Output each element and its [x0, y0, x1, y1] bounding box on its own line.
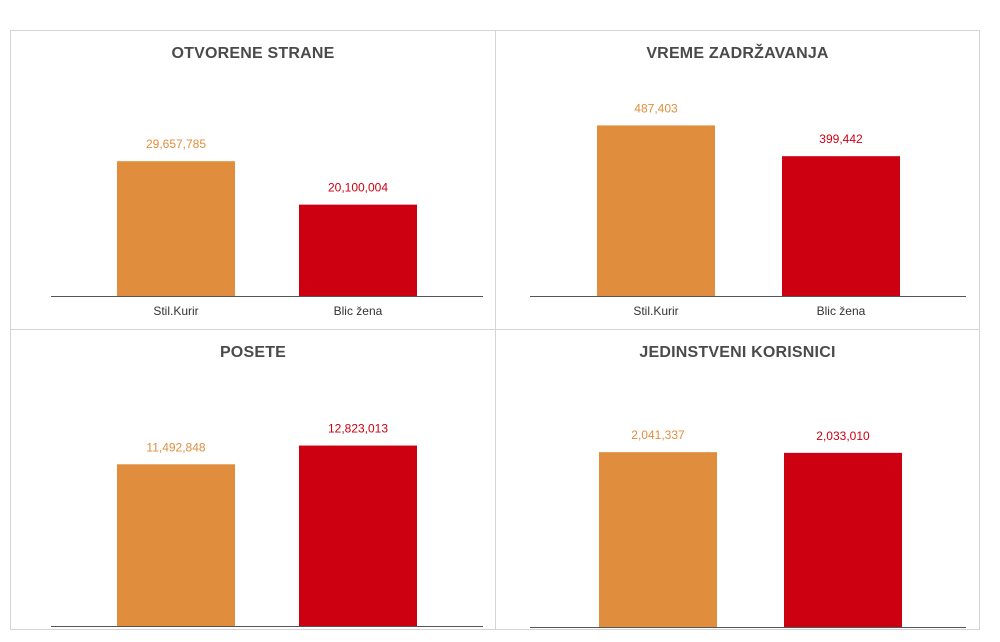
bar-stil-kurir: [599, 452, 717, 627]
chart-panel-jedinstveni-korisnici: JEDINSTVENI KORISNICI 2,041,337Stil.Kuri…: [495, 329, 980, 630]
bar-stil-kurir: [117, 161, 235, 296]
chart-grid: OTVORENE STRANE 29,657,785 Stil.Kurir 20,1…: [10, 30, 980, 630]
data-label: 2,041,337: [631, 428, 685, 442]
x-tick-label: Stil.Kurir: [153, 304, 198, 318]
chart-panel-otvorene-strane: OTVORENE STRANE 29,657,785 Stil.Kurir 20,1…: [10, 30, 496, 330]
bar-chart-svg: 11,492,848Stil.Kurir12,823,013Blic žena: [51, 422, 483, 627]
bar-stil-kurir: [597, 125, 715, 296]
chart-panel-posete: POSETE 11,492,848Stil.Kurir12,823,013Bli…: [10, 329, 496, 630]
bar-stil-kurir: [117, 464, 235, 626]
data-label: 20,100,004: [328, 181, 388, 195]
bar-blic-zena: [299, 445, 417, 626]
data-label: 399,442: [819, 132, 863, 146]
bar-blic-zena: [299, 204, 417, 296]
data-label: 487,403: [634, 101, 678, 115]
x-tick-label: Blic žena: [334, 304, 383, 318]
chart-panel-vreme-zadrzavanja: VREME ZADRŽAVANJA 487,403 Stil.Kurir 399,4…: [495, 30, 980, 330]
data-label: 29,657,785: [146, 137, 206, 151]
bar-blic-zena: [784, 452, 902, 627]
data-label: 2,033,010: [816, 429, 870, 443]
chart-title: POSETE: [219, 344, 287, 361]
chart-title: OTVORENE STRANE: [171, 45, 335, 62]
data-label: 12,823,013: [328, 422, 388, 436]
chart-title: JEDINSTVENI KORISNICI: [639, 344, 836, 361]
bar-blic-zena: [782, 156, 900, 296]
x-tick-label: Blic žena: [817, 304, 866, 318]
bar-chart-svg: 487,403 Stil.Kurir 399,442 Blic žena: [530, 101, 966, 318]
bar-chart-svg: 29,657,785 Stil.Kurir 20,100,004 Blic žena: [51, 137, 483, 318]
x-tick-label: Stil.Kurir: [633, 304, 678, 318]
chart-title: VREME ZADRŽAVANJA: [646, 45, 829, 62]
data-label: 11,492,848: [146, 440, 205, 454]
